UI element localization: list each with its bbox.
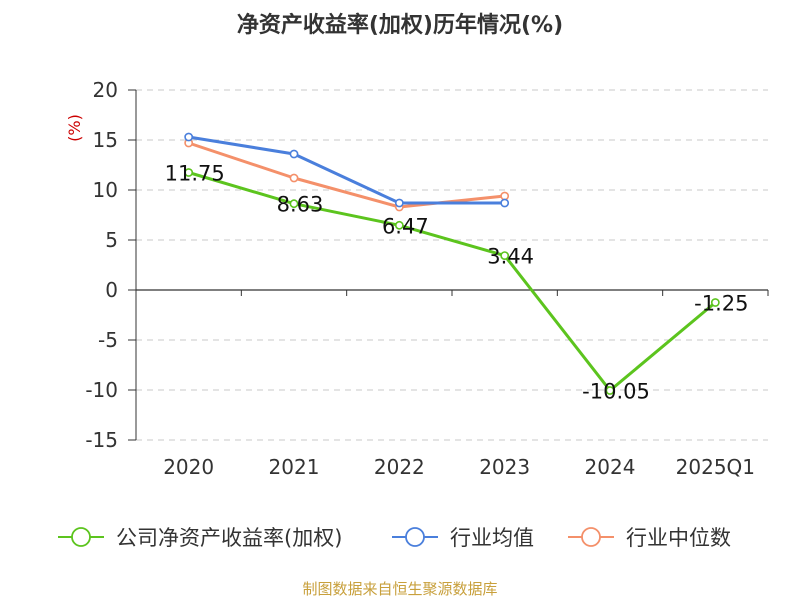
series-line	[188, 141, 505, 209]
data-point	[289, 149, 299, 159]
data-point	[184, 132, 194, 142]
data-label: 11.75	[165, 162, 225, 186]
y-tick-label: 20	[93, 78, 118, 102]
data-point	[500, 198, 510, 208]
x-axis: 2020 2021 2022 2023 2024 2025Q1	[135, 289, 769, 479]
data-label: 8.63	[277, 193, 324, 217]
y-tick-label: -15	[85, 428, 118, 452]
legend-marker	[581, 527, 601, 547]
source-note: 制图数据来自恒生聚源数据库	[302, 580, 497, 598]
y-tick-label: 5	[105, 228, 118, 252]
x-tick-label: 2024	[585, 455, 636, 479]
series-lines	[184, 132, 720, 395]
data-point	[289, 173, 299, 183]
data-point	[500, 191, 510, 201]
legend-marker	[71, 527, 91, 547]
data-point	[394, 198, 404, 208]
y-tick-label: -5	[98, 328, 118, 352]
y-tick-label: 0	[105, 278, 118, 302]
data-label: -1.25	[694, 292, 748, 316]
data-point	[289, 199, 299, 209]
data-point	[605, 386, 615, 395]
x-tick-label: 2021	[269, 455, 320, 479]
legend-label: 行业中位数	[626, 526, 731, 550]
legend-label: 公司净资产收益率(加权)	[116, 526, 342, 550]
series-line	[188, 171, 717, 392]
data-point	[394, 220, 404, 230]
data-labels: 11.75 8.63 6.47 3.44 -10.05 -1.25	[165, 162, 749, 404]
y-tick-label: 15	[93, 128, 118, 152]
chart-title: 净资产收益率(加权)历年情况(%)	[237, 12, 563, 38]
data-label: -10.05	[582, 380, 650, 404]
y-tick-label: 10	[93, 178, 118, 202]
x-tick-label: 2020	[163, 455, 214, 479]
legend-label: 行业均值	[450, 526, 534, 550]
y-axis-unit: (%)	[65, 114, 84, 142]
y-axis-ticks: 20 15 10 5 0 -5 -10 -15	[85, 78, 137, 452]
x-tick-label: 2025Q1	[676, 455, 755, 479]
legend: 公司净资产收益率(加权) 行业均值 行业中位数	[58, 526, 731, 550]
data-point	[500, 251, 510, 260]
series-line	[188, 135, 505, 205]
y-tick-label: -10	[85, 378, 118, 402]
x-tick-label: 2022	[374, 455, 425, 479]
data-point	[184, 168, 194, 177]
data-point	[710, 298, 720, 307]
data-label: 3.44	[487, 245, 534, 269]
legend-marker	[405, 527, 425, 547]
x-tick-label: 2023	[479, 455, 530, 479]
data-label: 6.47	[382, 214, 429, 238]
